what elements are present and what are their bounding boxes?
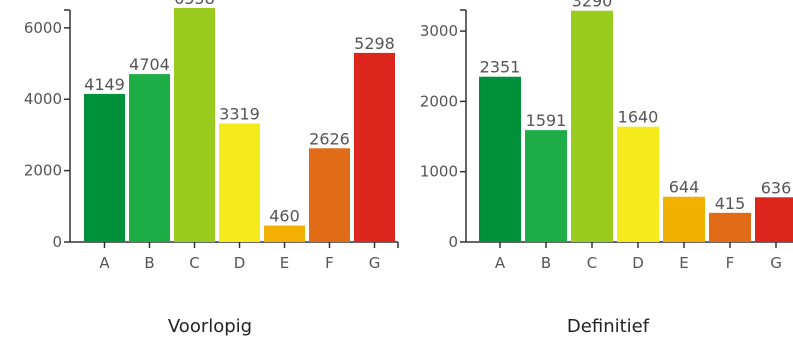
x-tick-label-0-E: E [280, 254, 289, 272]
x-tick-label-1-G: G [770, 254, 782, 272]
x-tick-label-0-F: F [325, 254, 334, 272]
x-tick-label-1-E: E [679, 254, 688, 272]
data-label-0-F: 2626 [309, 129, 350, 148]
bar-0-C [174, 7, 215, 243]
y-tick-label-0-1: 2000 [24, 162, 62, 180]
data-label-1-A: 2351 [480, 58, 521, 77]
bar-0-B [129, 74, 170, 242]
x-tick-label-0-G: G [369, 254, 381, 272]
bar-0-A [84, 93, 125, 242]
data-label-0-B: 4704 [129, 55, 170, 74]
bar-1-C [571, 10, 613, 242]
bar-1-B [525, 130, 567, 242]
x-tick-label-0-B: B [144, 254, 154, 272]
chart-title-voorlopig: Voorlopig [167, 316, 253, 337]
x-tick-label-0-A: A [99, 254, 110, 272]
data-label-1-G: 636 [761, 178, 792, 197]
bar-0-F [309, 148, 350, 242]
data-label-1-D: 1640 [618, 108, 659, 127]
data-label-0-E: 460 [269, 207, 300, 226]
bar-0-G [354, 52, 395, 242]
y-tick-label-1-0: 0 [448, 233, 458, 251]
x-tick-label-0-C: C [189, 254, 199, 272]
x-tick-label-1-B: B [541, 254, 551, 272]
data-label-1-F: 415 [715, 194, 746, 213]
data-label-0-A: 4149 [84, 75, 125, 94]
x-tick-label-1-F: F [726, 254, 735, 272]
data-label-0-G: 5298 [354, 34, 395, 53]
x-tick-label-1-D: D [632, 254, 644, 272]
data-label-1-E: 644 [669, 178, 700, 197]
bar-1-A [479, 76, 521, 242]
y-tick-label-1-3: 3000 [420, 22, 458, 40]
data-label-1-B: 1591 [526, 111, 567, 130]
x-tick-label-0-D: D [234, 254, 246, 272]
chart-title-definitief: Definitief [566, 316, 650, 337]
x-tick-label-1-C: C [587, 254, 597, 272]
x-tick-label-1-A: A [495, 254, 506, 272]
y-tick-label-0-2: 4000 [24, 90, 62, 108]
y-tick-label-1-2: 2000 [420, 92, 458, 110]
data-label-0-C: 6558 [174, 0, 215, 8]
y-tick-label-0-0: 0 [52, 233, 62, 251]
bar-1-D [617, 126, 659, 242]
bar-1-G [755, 197, 793, 242]
y-tick-label-0-3: 6000 [24, 19, 62, 37]
bar-0-D [219, 123, 260, 242]
y-tick-label-1-1: 1000 [420, 163, 458, 181]
data-label-1-C: 3290 [572, 0, 613, 11]
bar-0-E [264, 225, 305, 242]
bar-1-E [663, 196, 705, 242]
bar-1-F [709, 212, 751, 242]
data-label-0-D: 3319 [219, 105, 260, 124]
